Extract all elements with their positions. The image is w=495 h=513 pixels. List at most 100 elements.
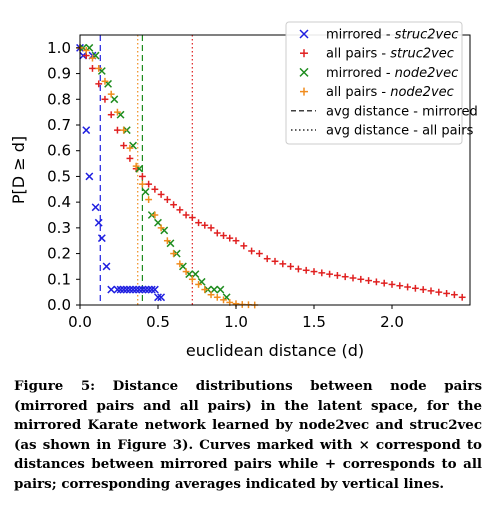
- x-tick-label: 0.0: [68, 313, 92, 331]
- y-tick-label: 0.0: [47, 296, 71, 314]
- data-point: [191, 270, 200, 279]
- data-point: [125, 285, 134, 294]
- data-point: [248, 247, 255, 255]
- data-point: [114, 126, 121, 134]
- x-tick-label: 1.0: [224, 313, 248, 331]
- legend-label: avg distance - mirrored: [326, 104, 478, 119]
- data-point: [147, 285, 156, 294]
- data-point: [116, 285, 125, 294]
- data-point: [91, 203, 100, 212]
- legend-box: [285, 21, 463, 145]
- data-point: [176, 260, 184, 268]
- y-tick-label: 0.5: [47, 167, 71, 185]
- x-tick-label: 0.5: [146, 313, 170, 331]
- data-point: [357, 275, 365, 283]
- data-point: [279, 260, 287, 268]
- data-point: [113, 285, 122, 294]
- data-point: [213, 229, 221, 237]
- data-point: [310, 268, 318, 275]
- y-tick-label: 0.9: [47, 65, 71, 83]
- data-point: [94, 218, 103, 227]
- data-point: [144, 285, 153, 294]
- data-point: [129, 285, 137, 294]
- series-0: [76, 43, 166, 302]
- data-point: [95, 65, 103, 72]
- legend-marker: [300, 49, 308, 58]
- legend-marker: [299, 67, 309, 77]
- data-point: [380, 279, 388, 287]
- data-point: [138, 285, 147, 294]
- data-point: [435, 288, 443, 296]
- y-tick-label: 0.6: [47, 142, 71, 160]
- plot-frame: [79, 34, 471, 306]
- data-point: [318, 269, 326, 277]
- data-point: [101, 95, 109, 103]
- data-point: [151, 185, 159, 193]
- data-point: [154, 218, 162, 227]
- data-point: [182, 268, 190, 275]
- series-2: [79, 43, 231, 302]
- data-point: [145, 180, 153, 188]
- data-point: [207, 224, 215, 232]
- legend: mirrored - struc2vec all pairs - struc2ve…: [285, 21, 478, 145]
- data-point: [102, 262, 111, 271]
- data-point: [151, 211, 159, 219]
- data-point: [176, 206, 184, 214]
- y-tick-label: 1.0: [47, 39, 71, 57]
- data-point: [216, 285, 225, 294]
- data-point: [141, 285, 150, 294]
- data-point: [182, 211, 190, 219]
- y-axis-label: P[D ≥ d]: [9, 136, 28, 204]
- data-point: [157, 191, 165, 198]
- data-point: [458, 293, 466, 301]
- data-point: [443, 290, 450, 297]
- data-point: [132, 162, 140, 170]
- x-axis-label: euclidean distance (d): [186, 341, 364, 360]
- data-point: [163, 237, 171, 245]
- data-point: [334, 272, 341, 279]
- data-point: [238, 301, 246, 308]
- y-tick-label: 0.7: [47, 116, 71, 134]
- data-point: [210, 285, 219, 294]
- data-point: [263, 255, 271, 263]
- data-point: [326, 270, 333, 278]
- figure-caption: Figure 5: Distance distributions between…: [14, 378, 482, 492]
- data-point: [135, 285, 144, 294]
- distance-distribution-chart: 0.0 0.5 1.0 1.5 2.0 0.0 0.1 0.2 0.3 0.4 0.5 0.6 0.7 0…: [9, 21, 478, 360]
- data-point: [419, 286, 427, 293]
- data-point: [139, 180, 146, 188]
- data-point: [365, 277, 372, 284]
- data-point: [388, 281, 396, 288]
- data-point: [114, 108, 121, 116]
- data-point: [154, 293, 162, 302]
- data-point: [126, 144, 134, 152]
- data-point: [256, 250, 263, 257]
- y-tick-label: 0.4: [47, 193, 71, 211]
- data-point: [201, 221, 209, 229]
- data-point: [295, 265, 302, 273]
- data-point: [101, 77, 109, 85]
- legend-label: avg distance - all pairs: [326, 124, 474, 139]
- data-point: [132, 285, 141, 294]
- data-point: [107, 285, 116, 294]
- data-point: [271, 257, 279, 265]
- data-point: [122, 285, 131, 294]
- data-point: [110, 95, 119, 104]
- data-point: [451, 291, 458, 299]
- legend-label: all pairs - node2vec: [326, 85, 454, 100]
- data-point: [188, 214, 196, 221]
- data-point: [302, 266, 310, 274]
- data-point: [150, 285, 159, 294]
- legend-label: mirrored - node2vec: [326, 66, 458, 81]
- data-point: [120, 126, 128, 134]
- y-tick-label: 0.3: [47, 219, 71, 237]
- data-point: [396, 282, 404, 290]
- data-point: [213, 293, 221, 301]
- data-point: [89, 54, 96, 62]
- data-point: [170, 250, 177, 257]
- data-point: [145, 196, 153, 203]
- data-point: [170, 201, 177, 209]
- data-point: [232, 237, 240, 245]
- data-point: [373, 278, 380, 286]
- data-point: [220, 232, 227, 239]
